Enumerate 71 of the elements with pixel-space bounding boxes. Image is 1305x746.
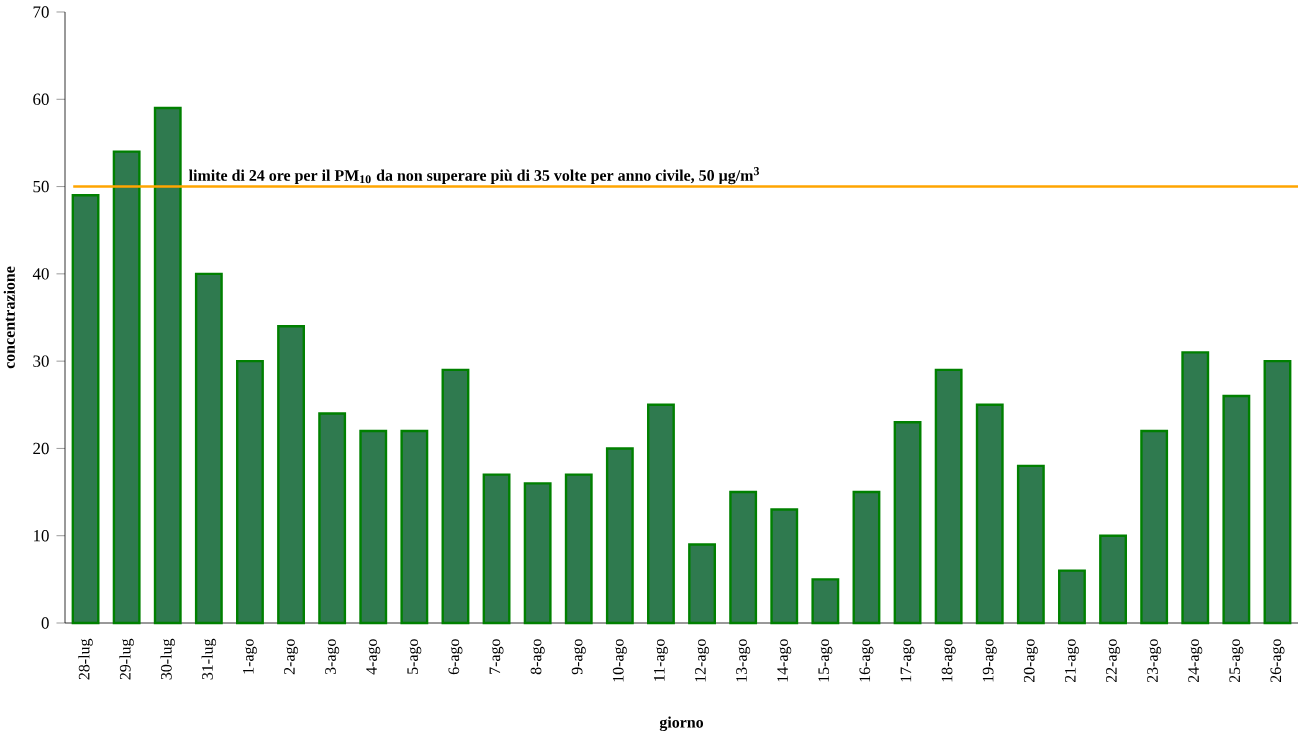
x-tick-label: 23-ago	[1147, 639, 1162, 683]
x-tick-label: 8-ago	[530, 639, 545, 675]
bar	[400, 429, 429, 625]
bar	[770, 508, 799, 625]
x-tick-label: 12-ago	[695, 639, 710, 682]
y-tick-label: 40	[32, 268, 49, 280]
x-axis-title: giorno	[659, 716, 704, 732]
y-tick-label: 60	[33, 93, 49, 105]
x-tick-label: 15-ago	[818, 639, 833, 682]
x-tick-label: 3-ago	[325, 639, 340, 675]
x-tick-label: 1-ago	[242, 639, 257, 674]
ref-line-label: limite di 24 ore per il PM$_{10}$ da non superare più di 35 volte per anno civile, 50 µg/m$^{3}$	[188, 167, 760, 185]
bar	[112, 150, 141, 625]
bar	[1222, 394, 1251, 625]
x-tick-label: 2-ago	[284, 639, 299, 675]
y-tick-label: 50	[33, 180, 49, 193]
bar	[1099, 534, 1127, 625]
y-axis-title: concentrazione	[3, 266, 15, 369]
x-tick-label: 26-ago	[1270, 639, 1285, 683]
bar	[1058, 569, 1086, 625]
x-tick-label: 16-ago	[859, 639, 874, 682]
x-tick-label: 28-lug	[78, 638, 93, 680]
y-tick-label: 70	[33, 6, 49, 18]
x-tick-label: 11-ago	[653, 639, 668, 681]
bar	[975, 403, 1004, 625]
bar	[852, 490, 881, 625]
bar	[194, 272, 223, 625]
x-tick-label: 21-ago	[1064, 639, 1079, 683]
x-tick-label: 14-ago	[777, 639, 792, 682]
bar	[1263, 359, 1292, 625]
bar	[934, 368, 963, 625]
bar	[236, 359, 264, 625]
x-tick-label: 25-ago	[1229, 639, 1244, 683]
y-tick-label: 10	[34, 530, 49, 542]
x-tick-label: 18-ago	[941, 639, 956, 682]
bar	[605, 447, 634, 625]
x-tick-label: 13-ago	[736, 639, 751, 682]
x-tick-label: 30-lug	[160, 638, 175, 680]
bar	[564, 473, 593, 625]
bar	[688, 543, 716, 625]
x-tick-label: 5-ago	[407, 639, 422, 674]
bar	[318, 412, 347, 625]
y-tick-label: 20	[33, 442, 49, 455]
bar	[811, 578, 840, 625]
y-tick-label: 30	[33, 355, 49, 367]
bar	[441, 368, 470, 625]
x-tick-label: 9-ago	[571, 639, 586, 675]
x-tick-label: 19-ago	[982, 639, 997, 682]
bar	[1140, 429, 1169, 625]
bar	[893, 421, 922, 625]
x-tick-label: 24-ago	[1188, 639, 1203, 683]
bar	[277, 325, 305, 625]
bar	[729, 490, 758, 625]
x-tick-label: 22-ago	[1106, 639, 1121, 683]
bar	[1181, 351, 1210, 625]
x-tick-label: 6-ago	[448, 639, 463, 675]
bar	[1016, 464, 1045, 625]
x-tick-label: 20-ago	[1023, 639, 1038, 683]
x-tick-label: 31-lug	[201, 638, 217, 680]
x-tick-label: 7-ago	[489, 639, 504, 674]
bar	[523, 482, 552, 625]
x-tick-label: 10-ago	[612, 639, 627, 682]
bar	[359, 429, 388, 625]
bar	[482, 473, 511, 625]
x-tick-label: 17-ago	[900, 639, 915, 682]
y-tick-label: 0	[41, 617, 49, 629]
x-tick-label: 29-lug	[119, 638, 134, 680]
bar	[153, 106, 182, 625]
bar	[647, 403, 675, 625]
x-tick-label: 4-ago	[366, 639, 381, 675]
bar	[71, 194, 100, 625]
